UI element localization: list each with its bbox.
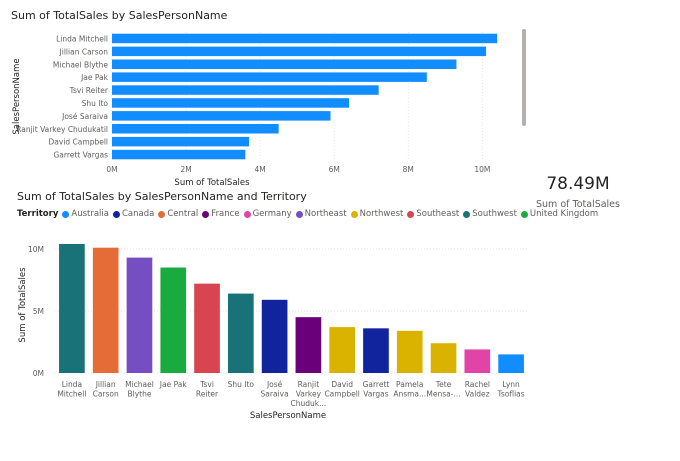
legend-dot-icon bbox=[112, 210, 120, 218]
legend-title: Territory bbox=[17, 209, 59, 219]
y-category-label: Linda Mitchell bbox=[56, 34, 108, 43]
kpi-card-label: Sum of TotalSales bbox=[536, 199, 620, 210]
legend-item[interactable]: Southwest bbox=[463, 209, 517, 219]
x-tick-label: 4M bbox=[255, 165, 266, 174]
territory-legend: Territory Australia Canada Central France Ge… bbox=[17, 209, 602, 219]
legend-label: Australia bbox=[71, 209, 109, 219]
legend-item[interactable]: United Kingdom bbox=[520, 209, 599, 219]
y-category-label: Garrett Vargas bbox=[53, 151, 108, 160]
legend-label: United Kingdom bbox=[529, 209, 599, 219]
x-tick-label: 2M bbox=[180, 165, 191, 174]
legend-dot-icon bbox=[463, 210, 471, 218]
chart-scrollbar-thumb[interactable] bbox=[522, 29, 526, 126]
legend-item[interactable]: Central bbox=[158, 209, 198, 219]
legend-label: Canada bbox=[121, 209, 155, 219]
bar bbox=[112, 149, 246, 160]
x-tick-label: 10M bbox=[474, 165, 490, 174]
legend-dot-icon bbox=[158, 210, 166, 218]
y-category-label: José Saraiva bbox=[61, 112, 108, 121]
y-category-label: David Campbell bbox=[49, 138, 108, 147]
bar bbox=[112, 98, 350, 108]
legend-item[interactable]: Northeast bbox=[295, 209, 347, 219]
legend-label: Germany bbox=[252, 209, 292, 219]
legend-item[interactable]: Canada bbox=[112, 209, 155, 219]
x-tick-label: 8M bbox=[403, 165, 414, 174]
legend-label: Southeast bbox=[416, 209, 460, 219]
legend-label: France bbox=[211, 209, 240, 219]
legend-dot-icon bbox=[295, 210, 303, 218]
legend-item[interactable]: Germany bbox=[243, 209, 292, 219]
bar bbox=[112, 111, 331, 121]
y-category-label: Tsvi Reiter bbox=[69, 86, 109, 95]
chart1-title: Sum of TotalSales by SalesPersonName bbox=[11, 9, 228, 22]
bar bbox=[112, 33, 498, 44]
bar bbox=[112, 59, 457, 69]
y-category-label: Jae Pak bbox=[80, 73, 109, 82]
legend-dot-icon bbox=[407, 210, 415, 218]
bar bbox=[112, 136, 250, 147]
bar bbox=[112, 72, 427, 82]
y-axis-title: SalesPersonName bbox=[12, 58, 22, 134]
y-category-label: Ranjit Varkey Chudukatil bbox=[16, 125, 108, 134]
legend-item[interactable]: Northwest bbox=[350, 209, 404, 219]
bar bbox=[112, 124, 279, 134]
legend-item[interactable]: Australia bbox=[62, 209, 109, 219]
legend-item[interactable]: France bbox=[202, 209, 240, 219]
bar bbox=[112, 46, 487, 57]
kpi-card-value: 78.49M bbox=[546, 174, 610, 194]
legend-label: Southwest bbox=[472, 209, 517, 219]
x-tick-label: 0M bbox=[106, 165, 117, 174]
y-category-label: Michael Blythe bbox=[53, 60, 108, 69]
x-axis-title: Sum of TotalSales bbox=[174, 178, 250, 188]
legend-dot-icon bbox=[62, 210, 70, 218]
legend-dot-icon bbox=[243, 210, 251, 218]
legend-label: Northeast bbox=[304, 209, 347, 219]
legend-label: Central bbox=[167, 209, 199, 219]
y-category-label: Jillian Carson bbox=[59, 47, 109, 56]
legend-label: Northwest bbox=[359, 209, 404, 219]
legend-dot-icon bbox=[350, 210, 358, 218]
chart2-title: Sum of TotalSales by SalesPersonName and… bbox=[17, 190, 307, 203]
legend-item[interactable]: Southeast bbox=[407, 209, 459, 219]
legend-dot-icon bbox=[520, 210, 528, 218]
bar bbox=[112, 85, 379, 95]
legend-dot-icon bbox=[202, 210, 210, 218]
y-category-label: Shu Ito bbox=[82, 99, 109, 108]
x-tick-label: 6M bbox=[329, 165, 340, 174]
